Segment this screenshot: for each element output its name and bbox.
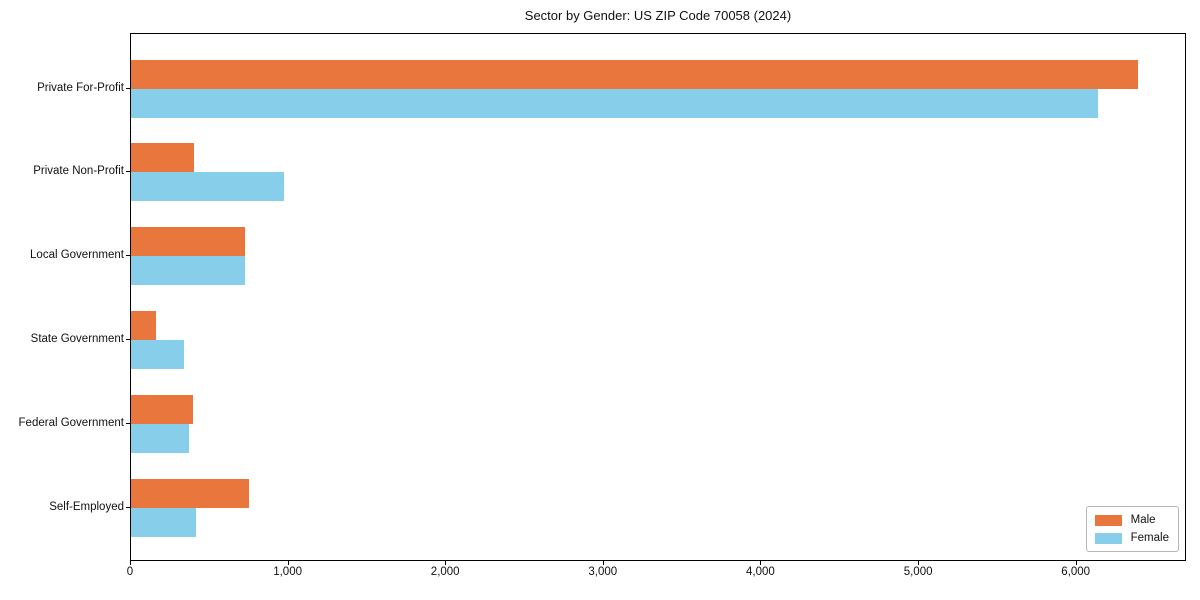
bar-female-1 [131,88,1098,118]
bar-male-3 [131,227,246,257]
female-swatch [1094,532,1122,544]
x-tick-label: 4,000 [746,566,775,578]
bar-female-4 [131,340,184,370]
y-tick-label: Local Government [30,249,124,262]
bar-male-1 [131,59,1139,89]
bar-female-6 [131,508,197,537]
legend-item-male: Male [1094,514,1169,526]
plot-area: Male Female [130,33,1186,561]
y-tick-label: State Government [30,333,124,346]
x-tick-mark [130,561,131,565]
x-tick-label: 1,000 [273,566,302,578]
x-tick-mark [918,561,920,565]
y-tick-mark [126,255,130,257]
legend: Male Female [1085,506,1179,552]
legend-label-female: Female [1130,532,1169,544]
y-tick-mark [126,171,130,173]
bar-female-5 [131,424,190,454]
x-tick-mark [445,561,447,565]
chart-title: Sector by Gender: US ZIP Code 70058 (202… [524,8,792,23]
y-tick-label: Private Non-Profit [33,165,124,178]
bar-male-2 [131,143,194,173]
x-tick-label: 3,000 [588,566,618,578]
x-tick-mark [602,561,604,565]
x-tick-label: 6,000 [1061,566,1091,578]
x-tick-mark [1075,561,1077,565]
y-tick-mark [126,339,130,341]
legend-item-female: Female [1094,532,1169,544]
x-tick-label: 2,000 [430,566,460,578]
x-tick-mark [760,561,762,565]
male-swatch [1094,514,1122,526]
y-tick-label: Federal Government [18,417,124,430]
bar-male-6 [131,479,250,508]
bar-female-3 [131,256,246,286]
bar-male-4 [131,311,157,341]
y-tick-mark [126,423,130,425]
legend-label-male: Male [1130,514,1156,526]
y-tick-mark [126,87,130,89]
x-tick-label: 5,000 [903,566,933,578]
x-tick-mark [287,561,289,565]
y-tick-label: Self-Employed [49,501,124,513]
y-tick-mark [126,507,130,508]
y-tick-label: Private For-Profit [37,81,124,94]
x-tick-label: 0 [126,566,134,578]
bar-male-5 [131,395,193,425]
bar-female-2 [131,172,284,202]
